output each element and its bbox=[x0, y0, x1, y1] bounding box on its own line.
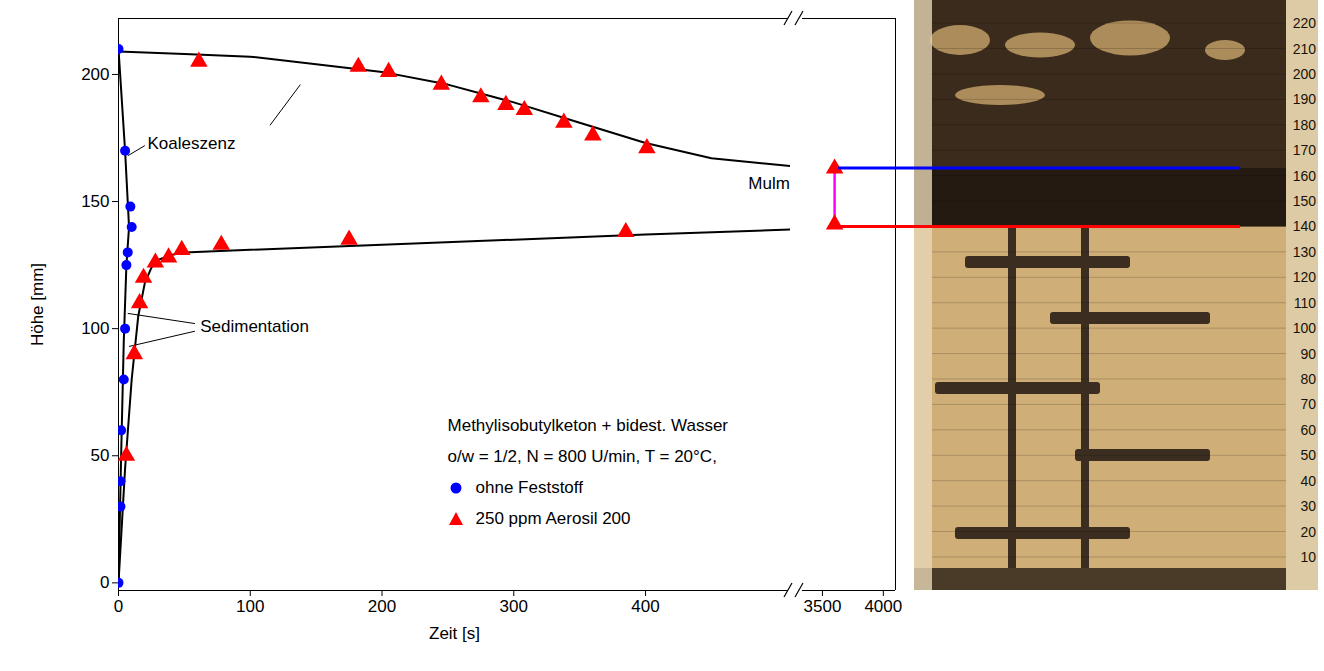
svg-text:80: 80 bbox=[1300, 371, 1316, 387]
svg-text:30: 30 bbox=[1300, 498, 1316, 514]
svg-text:190: 190 bbox=[1293, 91, 1317, 107]
svg-text:10: 10 bbox=[1300, 549, 1316, 565]
svg-text:100: 100 bbox=[1293, 320, 1317, 336]
html-text:ohne Feststoff: ohne Feststoff bbox=[475, 478, 583, 497]
svg-text:140: 140 bbox=[1293, 218, 1317, 234]
svg-text:120: 120 bbox=[1293, 269, 1317, 285]
html-text:250 ppm Aerosil 200: 250 ppm Aerosil 200 bbox=[475, 509, 631, 528]
svg-text:110: 110 bbox=[1294, 295, 1317, 311]
svg-text:4000: 4000 bbox=[864, 597, 902, 616]
svg-text:3500: 3500 bbox=[804, 597, 842, 616]
svg-text:100: 100 bbox=[236, 597, 264, 616]
svg-text:Mulm: Mulm bbox=[748, 174, 790, 193]
svg-text:150: 150 bbox=[1293, 193, 1317, 209]
svg-text:70: 70 bbox=[1300, 396, 1316, 412]
svg-text:130: 130 bbox=[1293, 244, 1317, 260]
svg-text:60: 60 bbox=[1300, 422, 1316, 438]
svg-text:0: 0 bbox=[100, 573, 109, 592]
svg-text:150: 150 bbox=[81, 192, 109, 211]
html-text:Methylisobutylketon + bidest.: Methylisobutylketon + bidest. Wasser bbox=[447, 416, 728, 435]
svg-text:210: 210 bbox=[1293, 41, 1317, 57]
svg-text:180: 180 bbox=[1293, 117, 1317, 133]
svg-text:200: 200 bbox=[1293, 66, 1317, 82]
svg-text:170: 170 bbox=[1293, 142, 1317, 158]
svg-text:50: 50 bbox=[91, 446, 110, 465]
svg-text:90: 90 bbox=[1300, 346, 1316, 362]
svg-text:0: 0 bbox=[114, 597, 123, 616]
svg-text:40: 40 bbox=[1300, 473, 1316, 489]
svg-text:Sedimentation: Sedimentation bbox=[200, 317, 309, 336]
svg-text:160: 160 bbox=[1293, 168, 1317, 184]
html-text:o/w = 1/2, N = 800 U/min, T =: o/w = 1/2, N = 800 U/min, T = 20°C, bbox=[447, 447, 717, 466]
svg-text:220: 220 bbox=[1293, 15, 1317, 31]
svg-text:Zeit [s]: Zeit [s] bbox=[429, 624, 480, 643]
svg-text:Höhe [mm]: Höhe [mm] bbox=[28, 263, 47, 346]
svg-text:100: 100 bbox=[81, 319, 109, 338]
svg-text:Koaleszenz: Koaleszenz bbox=[147, 134, 235, 153]
svg-text:200: 200 bbox=[81, 65, 109, 84]
svg-text:400: 400 bbox=[631, 597, 659, 616]
svg-text:200: 200 bbox=[368, 597, 396, 616]
svg-text:50: 50 bbox=[1300, 447, 1316, 463]
svg-text:20: 20 bbox=[1300, 524, 1316, 540]
svg-text:300: 300 bbox=[500, 597, 528, 616]
